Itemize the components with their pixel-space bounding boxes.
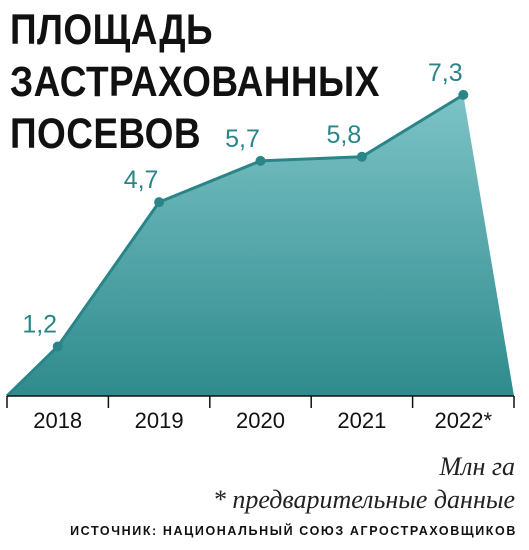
value-label-2018: 1,2 (22, 311, 57, 339)
value-label-2021: 5,8 (327, 121, 362, 149)
x-tick-label-2021: 2021 (337, 408, 386, 433)
data-point-2021 (356, 151, 367, 162)
value-label-2019: 4,7 (124, 166, 159, 194)
x-tick-label-2018: 2018 (33, 408, 82, 433)
value-label-2020: 5,7 (225, 125, 260, 153)
title-line-3: ПОСЕВОВ (10, 110, 201, 158)
title-line-1: ПЛОЩАДЬ (10, 6, 214, 54)
x-tick-label-2020: 2020 (236, 408, 285, 433)
footnote: * предварительные данные (212, 485, 515, 514)
area-fill (7, 94, 514, 397)
data-point-2019 (154, 197, 165, 208)
value-label-2022*: 7,3 (428, 59, 463, 87)
x-tick-label-2022*: 2022* (435, 408, 493, 433)
data-point-2018 (52, 341, 63, 352)
data-point-2020 (255, 155, 266, 166)
data-point-2022* (458, 89, 469, 100)
unit-label: Млн га (439, 452, 515, 481)
source-note: ИСТОЧНИК: НАЦИОНАЛЬНЫЙ СОЮЗ АГРОСТРАХОВЩ… (70, 524, 517, 538)
x-tick-label-2019: 2019 (135, 408, 184, 433)
series-line (5, 93, 465, 398)
title-line-2: ЗАСТРАХОВАННЫХ (10, 58, 380, 106)
chart-title: ПЛОЩАДЬ ЗАСТРАХОВАННЫХ ПОСЕВОВ (10, 4, 380, 160)
